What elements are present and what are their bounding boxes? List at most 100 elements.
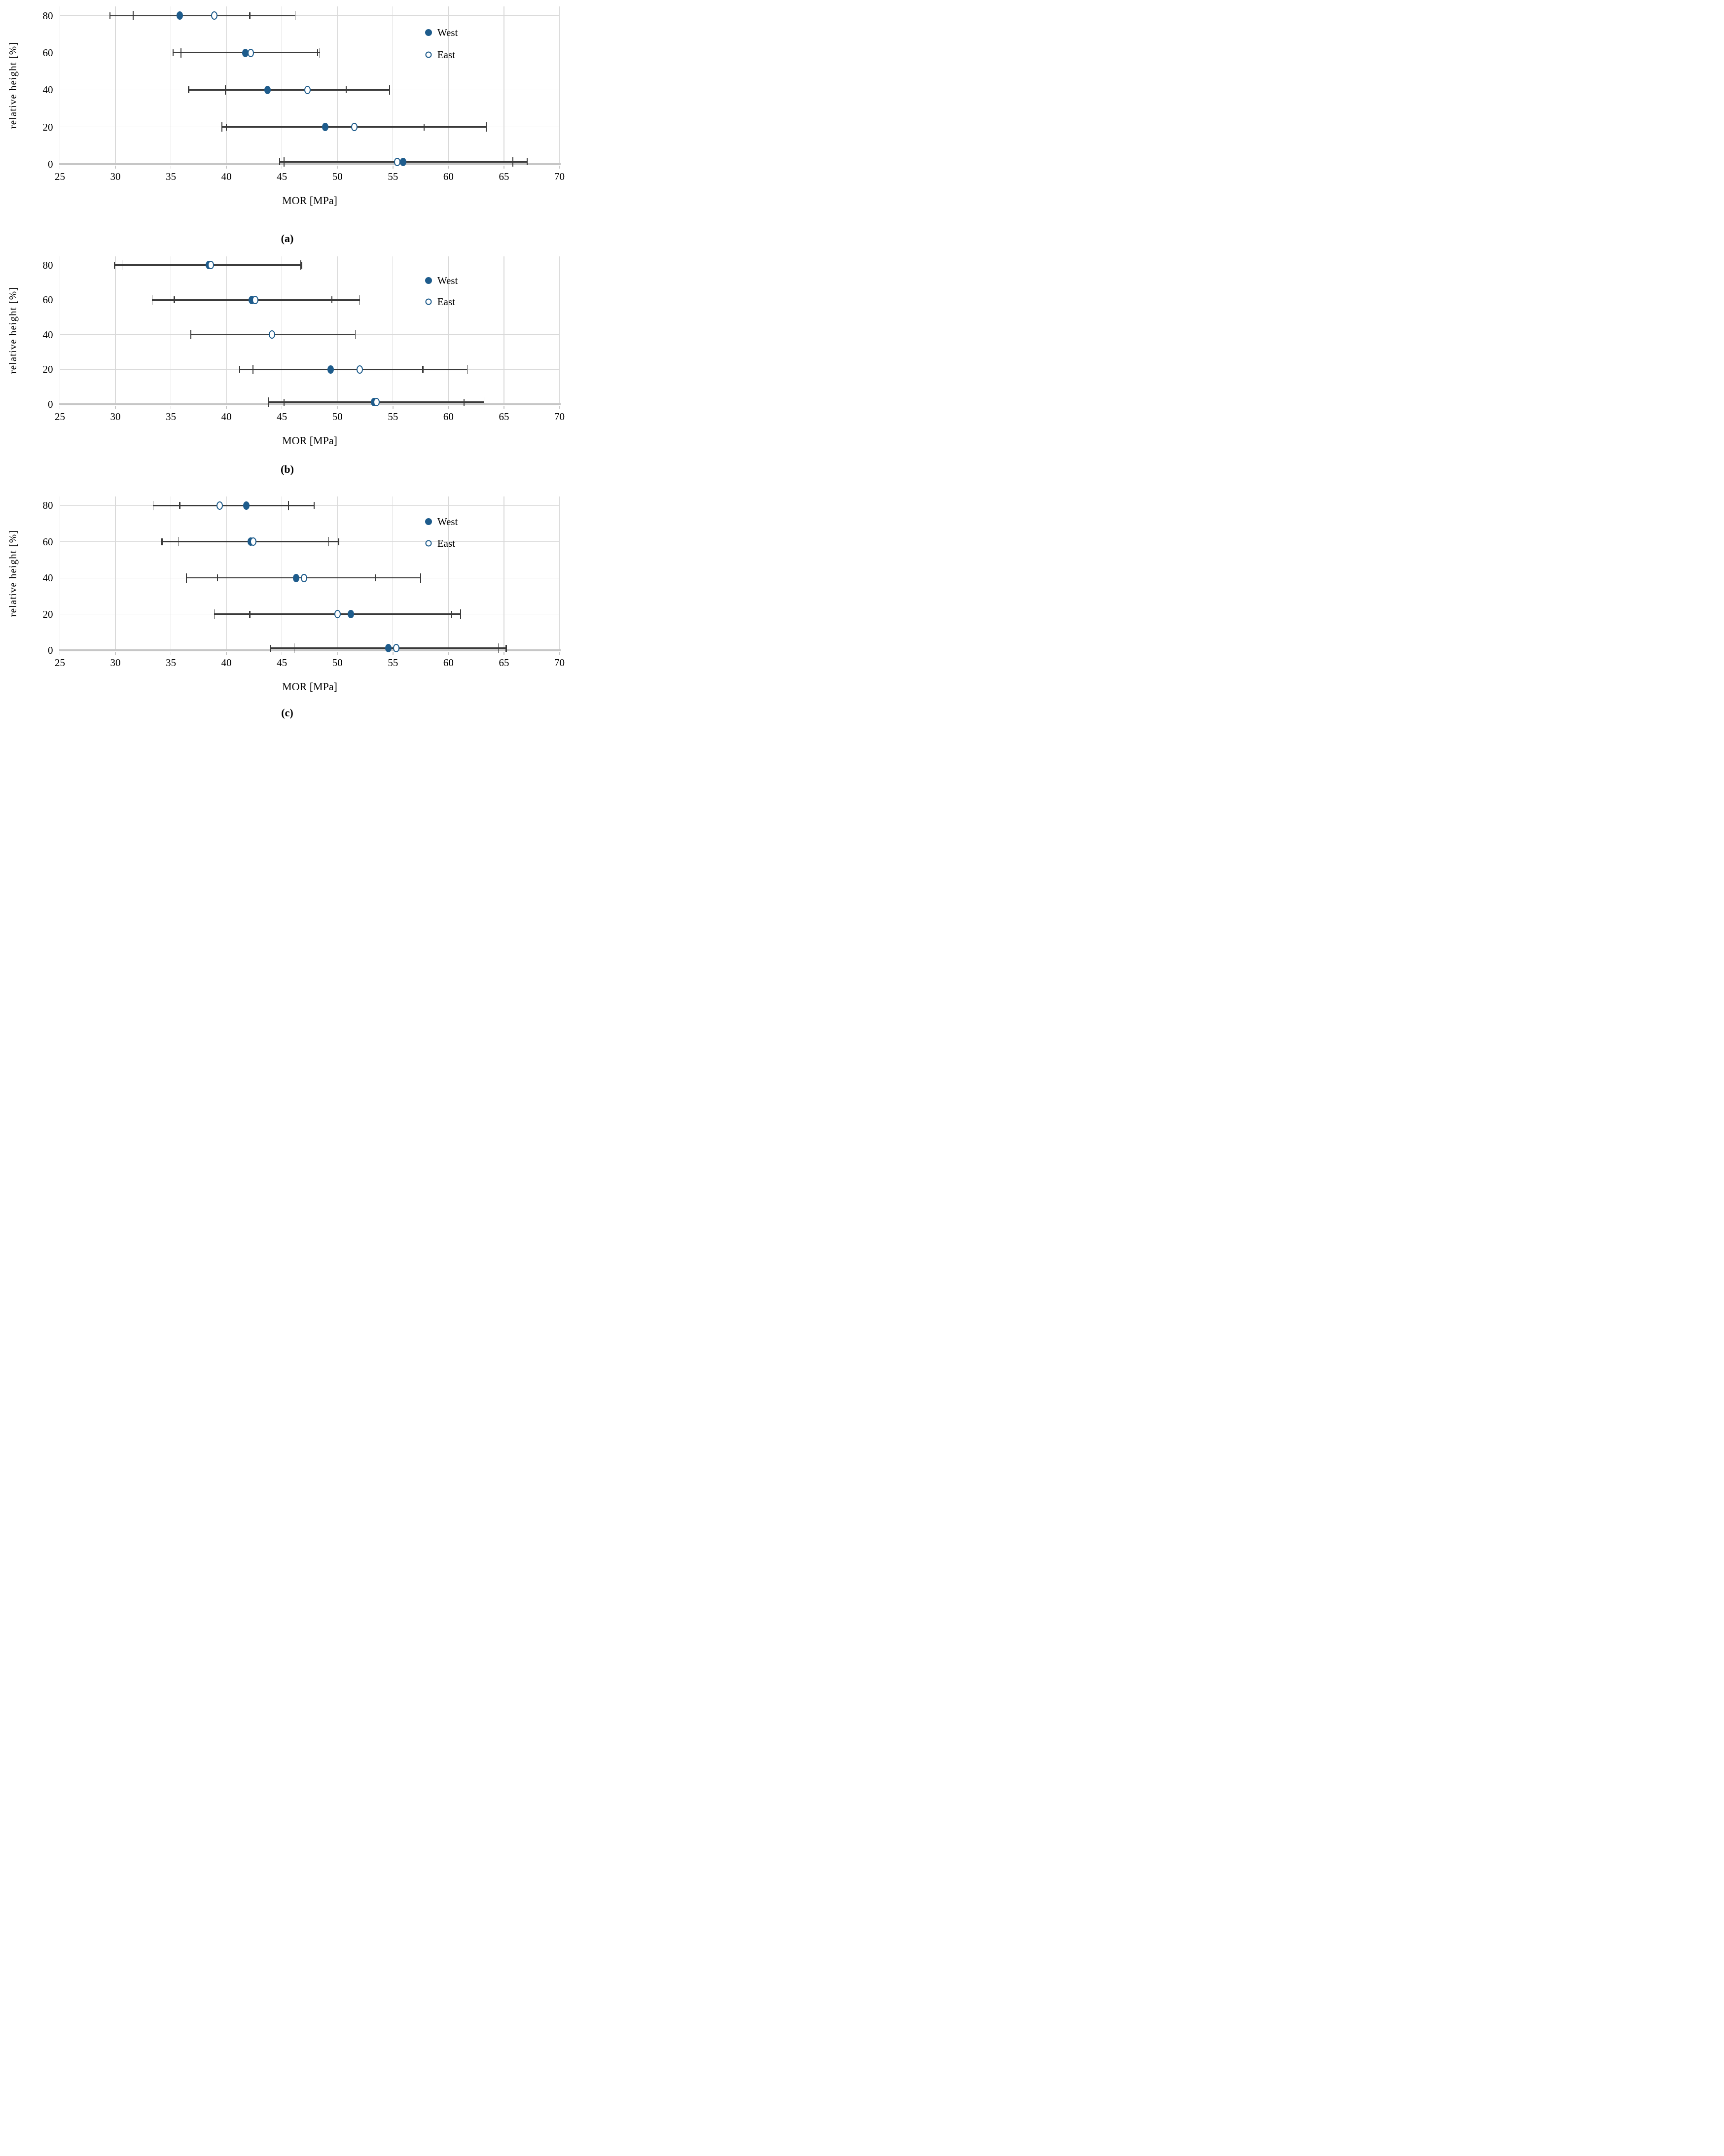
error-bar-cap-east bbox=[355, 330, 356, 340]
x-tick-label: 30 bbox=[110, 657, 121, 669]
error-bar-cap-east bbox=[512, 157, 513, 167]
data-point-east bbox=[211, 11, 217, 20]
error-bar-cap-west bbox=[505, 644, 507, 652]
y-axis-title: relative height [%] bbox=[7, 286, 19, 374]
x-tick-label: 55 bbox=[388, 171, 398, 182]
data-point-east bbox=[250, 537, 256, 546]
data-point-east bbox=[268, 330, 275, 339]
gridline-v bbox=[226, 256, 227, 404]
error-bar-cap-west bbox=[313, 502, 315, 509]
axis-tick-stub bbox=[559, 166, 560, 169]
error-bar-cap-east bbox=[486, 122, 487, 132]
error-bar-cap-west bbox=[172, 49, 174, 57]
error-bar-cap-west bbox=[270, 644, 272, 652]
data-point-east bbox=[252, 295, 259, 304]
gridline-v bbox=[337, 496, 338, 650]
y-tick-label: 60 bbox=[42, 47, 53, 59]
y-tick-label: 60 bbox=[42, 294, 53, 306]
x-tick-label: 60 bbox=[443, 171, 454, 182]
data-point-east bbox=[301, 573, 308, 582]
gridline-v bbox=[337, 6, 338, 164]
x-tick-label: 45 bbox=[277, 171, 287, 182]
data-point-west bbox=[385, 644, 392, 653]
gridline-v bbox=[503, 6, 504, 164]
error-bar-cap-east bbox=[190, 330, 191, 340]
y-axis-title: relative height [%] bbox=[7, 41, 19, 129]
legend-east-marker-icon bbox=[425, 298, 432, 305]
data-point-west bbox=[242, 48, 249, 57]
y-tick-label: 40 bbox=[42, 84, 53, 96]
error-bar-cap-east bbox=[328, 537, 329, 547]
error-bar-cap-east bbox=[214, 609, 215, 619]
data-point-west bbox=[177, 11, 183, 20]
x-tick-label: 70 bbox=[554, 657, 565, 669]
axis-tick-stub bbox=[559, 652, 560, 655]
axis-tick-stub bbox=[448, 166, 449, 169]
y-tick-label: 80 bbox=[42, 9, 53, 22]
error-bar-cap-east bbox=[389, 85, 390, 95]
error-bar-cap-east bbox=[221, 122, 222, 132]
gridline-v bbox=[503, 496, 504, 650]
x-tick-label: 50 bbox=[332, 171, 343, 182]
error-bar-cap-east bbox=[268, 397, 269, 407]
x-tick-label: 35 bbox=[166, 171, 177, 182]
x-tick-label: 70 bbox=[554, 411, 565, 423]
chart-caption: (a) bbox=[281, 232, 294, 245]
x-tick-label: 65 bbox=[499, 171, 509, 182]
axis-tick-stub bbox=[559, 406, 560, 409]
error-bar-cap-west bbox=[113, 261, 115, 269]
legend-west-label: West bbox=[437, 516, 458, 528]
error-bar-cap-west bbox=[161, 538, 163, 545]
x-tick-label: 55 bbox=[388, 411, 398, 423]
legend-west-label: West bbox=[437, 275, 458, 287]
x-axis-line bbox=[59, 649, 561, 651]
legend-west-label: West bbox=[437, 26, 458, 38]
gridline-v bbox=[448, 256, 449, 404]
y-tick-label: 40 bbox=[42, 572, 53, 584]
x-axis-title: MOR [MPa] bbox=[282, 680, 337, 693]
x-tick-label: 35 bbox=[166, 411, 177, 423]
y-tick-label: 0 bbox=[48, 398, 53, 410]
x-tick-label: 50 bbox=[332, 657, 343, 669]
data-point-east bbox=[373, 398, 380, 407]
legend-east-label: East bbox=[437, 295, 456, 308]
y-tick-label: 40 bbox=[42, 328, 53, 341]
x-axis-title: MOR [MPa] bbox=[282, 194, 337, 207]
x-tick-label: 45 bbox=[277, 411, 287, 423]
error-bar-cap-west bbox=[527, 158, 528, 166]
x-axis-title: MOR [MPa] bbox=[282, 434, 337, 447]
error-bar-cap-west bbox=[338, 538, 339, 545]
gridline-v bbox=[559, 496, 560, 650]
error-bar-cap-east bbox=[284, 157, 285, 167]
chart-caption: (c) bbox=[281, 707, 293, 719]
error-bar-cap-west bbox=[109, 12, 110, 19]
axis-tick-stub bbox=[337, 652, 338, 655]
legend-east-label: East bbox=[437, 48, 456, 61]
data-point-east bbox=[334, 610, 341, 619]
data-point-east bbox=[216, 501, 223, 510]
gridline-v bbox=[226, 496, 227, 650]
error-bar-cap-east bbox=[186, 573, 187, 583]
gridline-v bbox=[559, 6, 560, 164]
figure-canvas: relative height [%] MOR [MPa] (a) relati… bbox=[0, 0, 575, 719]
error-bar-cap-east bbox=[498, 643, 499, 653]
gridline-v bbox=[559, 256, 560, 404]
error-bar-cap-west bbox=[301, 261, 303, 269]
error-bar-cap-west bbox=[239, 366, 241, 373]
error-bar-cap-east bbox=[420, 573, 421, 583]
x-tick-label: 25 bbox=[55, 657, 65, 669]
error-bar-cap-east bbox=[288, 500, 289, 510]
gridline-v bbox=[337, 256, 338, 404]
y-tick-label: 20 bbox=[42, 608, 53, 620]
axis-tick-stub bbox=[337, 406, 338, 409]
error-bar-cap-west bbox=[279, 158, 281, 166]
x-tick-label: 65 bbox=[499, 411, 509, 423]
error-bar-cap-east bbox=[319, 48, 320, 58]
x-tick-label: 65 bbox=[499, 657, 509, 669]
x-tick-label: 55 bbox=[388, 657, 398, 669]
gridline-v bbox=[448, 6, 449, 164]
x-axis-line bbox=[59, 403, 561, 405]
chart-caption: (b) bbox=[281, 463, 294, 475]
y-tick-label: 0 bbox=[48, 158, 53, 170]
y-tick-label: 20 bbox=[42, 121, 53, 133]
